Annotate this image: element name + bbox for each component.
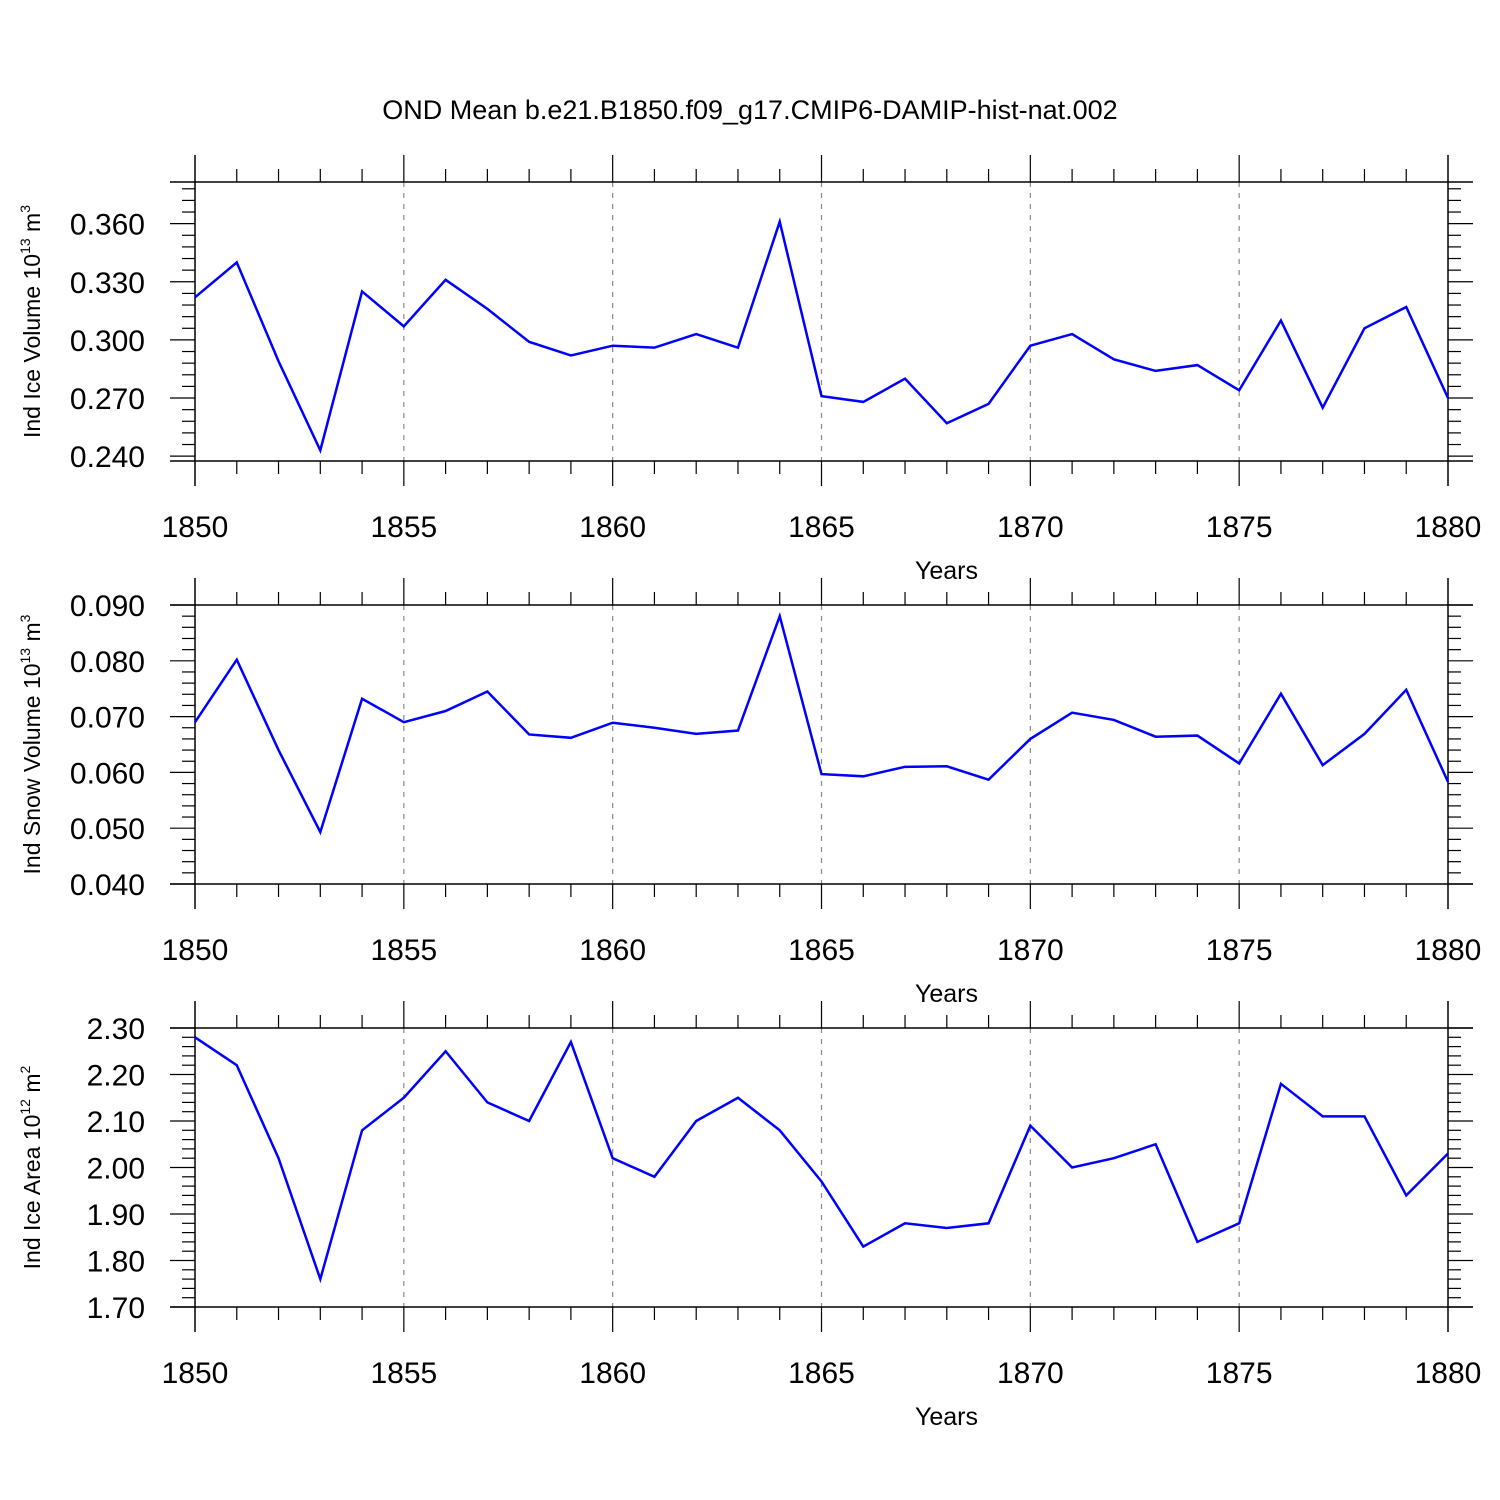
x-tick-label: 1870	[997, 934, 1064, 967]
y-tick-label: 1.80	[87, 1246, 145, 1279]
y-axis-label: Ind Snow Volume 1013 m3	[17, 614, 45, 874]
x-tick-label: 1855	[370, 1357, 437, 1390]
y-axis-label-part: Ind Snow Volume 10	[19, 663, 45, 874]
y-axis-label-part: 2	[17, 1065, 33, 1073]
x-tick-label: 1865	[788, 1357, 855, 1390]
x-tick-label: 1865	[788, 511, 855, 544]
y-axis-label-part: Ind Ice Volume 10	[19, 254, 45, 438]
x-tick-label: 1860	[579, 1357, 646, 1390]
y-axis-label-part: 3	[17, 205, 33, 213]
series-line-1	[193, 611, 1450, 836]
x-tick-label: 1855	[370, 934, 437, 967]
x-tick-label: 1870	[997, 1357, 1064, 1390]
x-tick-label: 1875	[1206, 511, 1273, 544]
x-tick-label: 1850	[162, 1357, 229, 1390]
x-axis-label: Years	[915, 1403, 978, 1431]
x-tick-label: 1875	[1206, 1357, 1273, 1390]
x-tick-label: 1880	[1415, 1357, 1482, 1390]
y-axis-label-part: m	[19, 622, 45, 648]
y-axis-label-part: 13	[17, 238, 33, 254]
y-tick-label: 0.040	[70, 869, 145, 902]
x-tick-label: 1855	[370, 511, 437, 544]
y-axis-label-part: 12	[17, 1099, 33, 1115]
chart-title: OND Mean b.e21.B1850.f09_g17.CMIP6-DAMIP…	[382, 95, 1117, 125]
x-tick-label: 1880	[1415, 934, 1482, 967]
x-tick-label: 1850	[162, 511, 229, 544]
x-tick-label: 1860	[579, 511, 646, 544]
panels: 1850 1855 1860 1865 1870 1875 1880 0.240 0.270 0.…	[17, 155, 1481, 1431]
y-axis-label-part: 3	[17, 614, 33, 622]
y-tick-label: 0.090	[70, 590, 145, 623]
y-tick-label: 0.060	[70, 757, 145, 790]
y-axis-label: Ind Ice Area 1012 m2	[17, 1065, 45, 1269]
y-tick-label: 0.360	[70, 209, 145, 242]
y-tick-label: 1.90	[87, 1199, 145, 1232]
x-tick-label: 1875	[1206, 934, 1273, 967]
y-tick-label: 1.70	[87, 1292, 145, 1325]
x-tick-label: 1870	[997, 511, 1064, 544]
x-tick-label: 1860	[579, 934, 646, 967]
y-tick-label: 2.30	[87, 1013, 145, 1046]
y-axis-label-part: m	[19, 213, 45, 239]
y-tick-label: 2.10	[87, 1106, 145, 1139]
x-axis-label: Years	[915, 557, 978, 585]
chart-panel-2: 1850 1855 1860 1865 1870 1875 1880 0.040 0.050 0.…	[17, 578, 1481, 1008]
y-tick-label: 0.270	[70, 383, 145, 416]
y-axis-label: Ind Ice Volume 1013 m3	[17, 205, 45, 438]
y-tick-label: 0.050	[70, 813, 145, 846]
y-axis-label-part: 13	[17, 648, 33, 664]
y-axis-label-part: m	[19, 1073, 45, 1099]
y-tick-label: 0.080	[70, 646, 145, 679]
y-tick-label: 2.20	[87, 1060, 145, 1093]
chart-panel-3: 1850 1855 1860 1865 1870 1875 1880 1.70 1.80 1.90…	[17, 1001, 1481, 1431]
x-axis-label: Years	[915, 980, 978, 1008]
y-tick-label: 0.300	[70, 325, 145, 358]
y-tick-label: 0.240	[70, 441, 145, 474]
y-tick-label: 0.330	[70, 267, 145, 300]
y-tick-label: 0.070	[70, 702, 145, 735]
x-tick-label: 1850	[162, 934, 229, 967]
chart-panel-1: 1850 1855 1860 1865 1870 1875 1880 0.240 0.270 0.…	[17, 155, 1481, 585]
x-tick-label: 1865	[788, 934, 855, 967]
y-tick-label: 2.00	[87, 1153, 145, 1186]
y-axis-label-part: Ind Ice Area 10	[19, 1115, 45, 1270]
x-tick-label: 1880	[1415, 511, 1482, 544]
